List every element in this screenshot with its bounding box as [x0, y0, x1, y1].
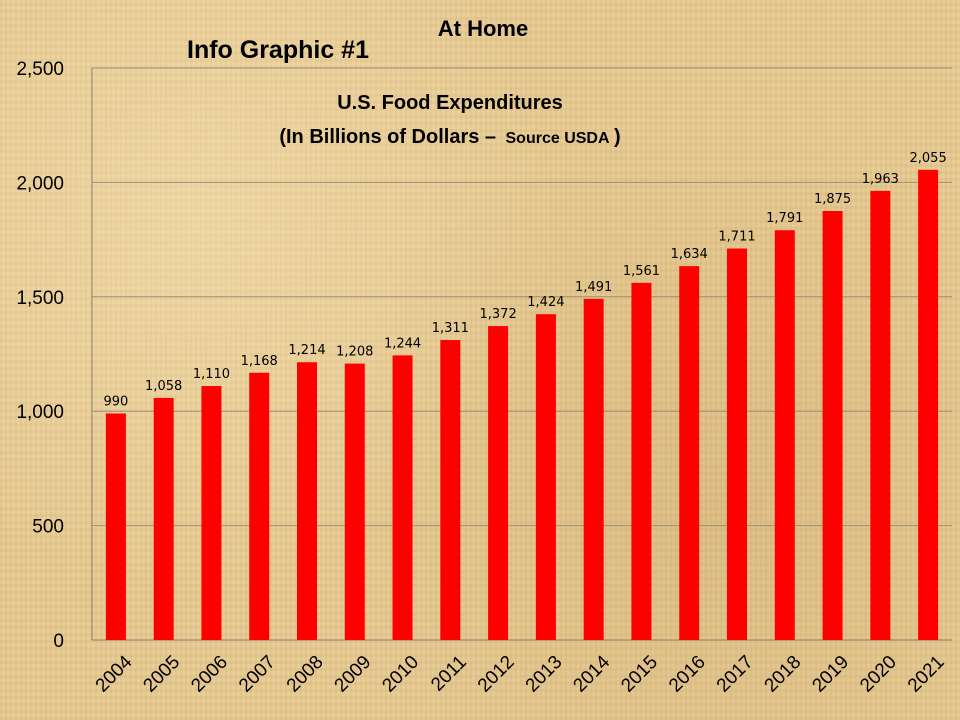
inner-title-source: Source USDA: [506, 130, 610, 147]
bar: [583, 298, 604, 640]
x-tick-label: 2010: [378, 652, 423, 697]
data-label: 1,168: [241, 354, 278, 369]
x-tick-label: 2009: [331, 652, 376, 697]
bar: [679, 266, 700, 640]
x-tick-label: 2016: [665, 652, 710, 697]
x-tick-label: 2015: [617, 652, 662, 697]
inner-title-line2-main: (In Billions of Dollars –: [279, 126, 496, 148]
inner-title-line2: (In Billions of Dollars – Source USDA ): [279, 126, 620, 148]
data-label: 1,208: [336, 345, 373, 360]
x-tick-label: 2005: [140, 652, 185, 697]
x-tick-label: 2019: [808, 652, 853, 697]
bar: [918, 169, 939, 641]
bar: [870, 190, 891, 640]
bar: [631, 282, 652, 640]
x-tick-label: 2012: [474, 652, 519, 697]
data-label: 1,561: [623, 264, 660, 279]
x-tick-label: 2007: [235, 652, 280, 697]
bar: [201, 386, 222, 640]
y-tick-label: 0: [53, 631, 64, 652]
x-tick-label: 2020: [856, 652, 901, 697]
bar: [440, 340, 461, 640]
x-axis-ticks: 2004 2005 2006 2007 2008 2009 2010 2011 2012 2013…: [92, 651, 949, 696]
data-label: 990: [103, 394, 128, 409]
chart-title: At Home: [438, 16, 528, 41]
x-tick-label: 2021: [904, 652, 949, 697]
bar: [822, 211, 843, 640]
chart-subtitle: Info Graphic #1: [187, 36, 369, 64]
data-label: 1,372: [480, 307, 517, 322]
data-label: 1,711: [718, 230, 755, 245]
x-tick-label: 2004: [92, 651, 137, 696]
x-tick-label: 2006: [187, 652, 232, 697]
inner-title-line1: U.S. Food Expenditures: [337, 92, 563, 114]
y-tick-label: 500: [32, 517, 64, 538]
data-label: 2,055: [910, 151, 947, 166]
bar: [727, 248, 747, 640]
inner-title-line2-close: ): [614, 126, 621, 148]
bar: [297, 362, 317, 640]
x-tick-label: 2013: [522, 652, 567, 697]
data-label: 1,791: [766, 211, 803, 226]
data-label: 1,424: [527, 295, 564, 310]
x-tick-label: 2014: [570, 651, 615, 696]
data-label: 1,244: [384, 336, 421, 351]
x-tick-label: 2018: [761, 652, 806, 697]
data-label: 1,311: [432, 321, 469, 336]
gridlines: [91, 67, 952, 641]
data-label: 1,634: [671, 247, 708, 262]
data-label: 1,875: [814, 192, 851, 207]
y-tick-label: 2,500: [16, 59, 64, 80]
data-label: 1,214: [288, 343, 325, 358]
bar: [153, 397, 174, 640]
bar: [249, 372, 270, 640]
x-tick-label: 2008: [283, 652, 328, 697]
data-label: 1,110: [193, 367, 230, 382]
x-tick-label: 2011: [427, 652, 471, 696]
bar: [488, 326, 509, 640]
data-label: 1,491: [575, 280, 612, 295]
y-tick-label: 1,500: [16, 288, 64, 309]
bar: [774, 230, 795, 641]
data-label: 1,058: [145, 379, 182, 394]
y-tick-label: 2,000: [16, 173, 64, 194]
y-tick-label: 1,000: [16, 402, 64, 423]
y-axis-ticks: 0 500 1,000 1,500 2,000 2,500: [16, 59, 64, 652]
data-label: 1,963: [862, 172, 899, 187]
data-labels: 990 1,058 1,110 1,168 1,214 1,208 1,244 1,311 1,…: [103, 151, 946, 410]
bar: [105, 413, 126, 640]
bar: [344, 363, 365, 640]
x-tick-label: 2017: [713, 652, 758, 697]
bar: [535, 314, 556, 640]
bars: [105, 169, 939, 641]
bar: [392, 355, 413, 640]
